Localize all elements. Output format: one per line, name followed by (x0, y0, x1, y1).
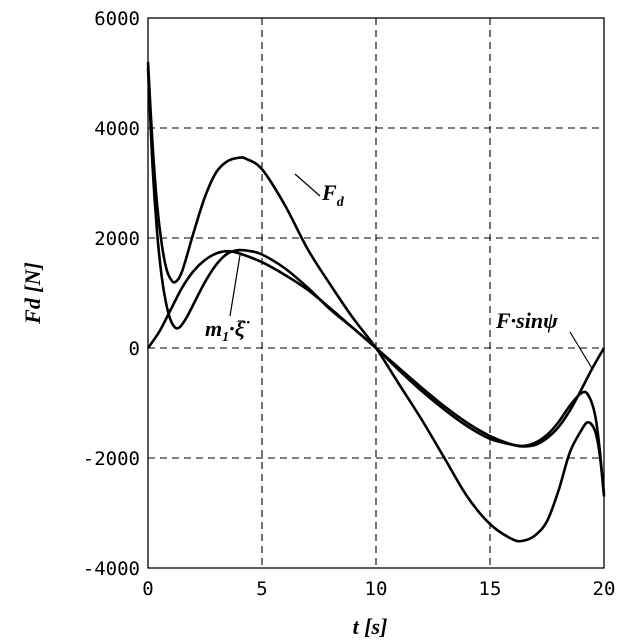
m1-annotation-sub: 1 (222, 330, 229, 345)
x-tick-label: 15 (479, 578, 502, 600)
x-tick-label: 5 (256, 578, 267, 600)
x-tick-label: 20 (593, 578, 616, 600)
grid (148, 18, 604, 568)
y-tick-label: 0 (129, 338, 140, 360)
m1-leader (229, 254, 241, 317)
x-axis-label: t [s] (353, 614, 388, 639)
x-tick-label: 0 (142, 578, 153, 600)
m1-annotation-dot: · (229, 316, 235, 341)
x-tick-label: 10 (365, 578, 388, 600)
m1-annotation-main: m (205, 316, 222, 341)
y-tick-label: 6000 (94, 8, 140, 30)
x-tick-labels: 0 5 10 15 20 (142, 578, 615, 600)
plot-frame (147, 17, 605, 569)
fsin-annotation: F·sinψ (495, 308, 558, 333)
fsin-leader (569, 331, 594, 371)
y-axis-label: Fd [N] (20, 262, 45, 325)
fd-annotation-main: F (321, 180, 337, 205)
y-tick-label: -4000 (83, 558, 140, 580)
series-line-3 (146, 249, 606, 448)
series-layer (146, 61, 606, 543)
m1-annotation: m1·ξ̈ (205, 316, 251, 345)
series-line-1 (146, 61, 606, 543)
y-tick-label: -2000 (83, 448, 140, 470)
xi-annotation: ξ̈ (235, 316, 251, 341)
fd-annotation-sub: d (337, 195, 345, 210)
y-tick-labels: 6000 4000 2000 0 -2000 -4000 (83, 8, 140, 580)
y-tick-label: 2000 (94, 228, 140, 250)
y-tick-label: 4000 (94, 118, 140, 140)
fd-annotation: Fd (321, 180, 345, 210)
fd-leader (294, 173, 321, 197)
